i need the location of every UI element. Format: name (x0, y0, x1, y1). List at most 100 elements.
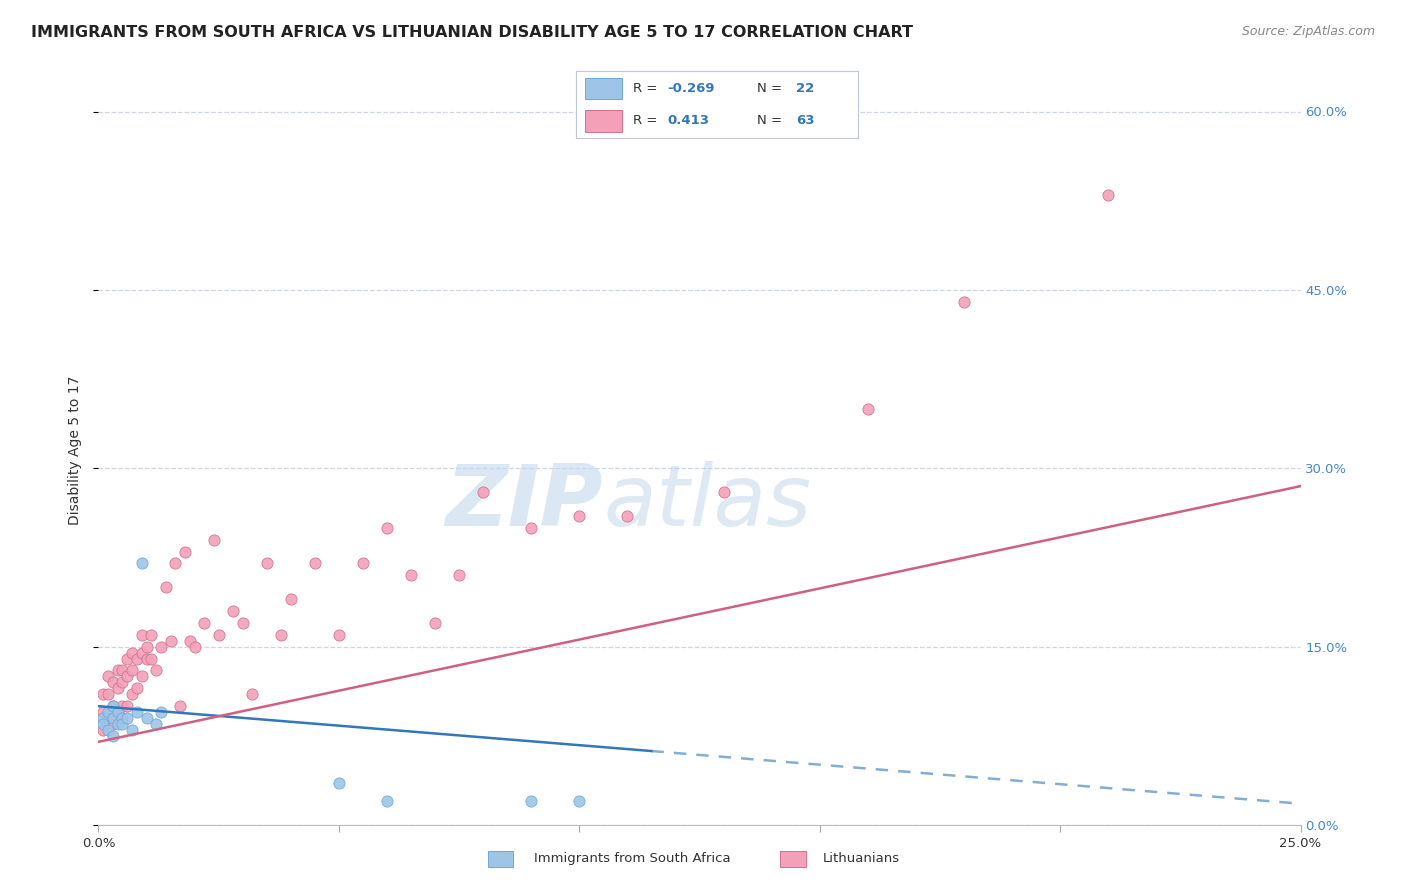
Point (141, 651, 163, 665)
Point (222, 604, 245, 618)
Point (111, 664, 134, 678)
Point (101, 699, 124, 714)
Text: R =: R = (633, 82, 662, 95)
Point (447, 568, 470, 582)
Text: 22: 22 (796, 82, 814, 95)
Point (174, 544, 197, 558)
Point (97, 705, 120, 719)
Point (149, 705, 172, 719)
Point (91, 711, 114, 725)
Point (131, 669, 153, 683)
Point (97, 723, 120, 737)
Point (232, 615, 254, 630)
Point (165, 557, 187, 571)
Point (141, 628, 163, 642)
Point (472, 485, 495, 500)
Point (107, 705, 129, 719)
Point (202, 533, 225, 547)
Point (97, 669, 120, 683)
Point (328, 628, 350, 642)
Text: IMMIGRANTS FROM SOUTH AFRICA VS LITHUANIAN DISABILITY AGE 5 TO 17 CORRELATION CH: IMMIGRANTS FROM SOUTH AFRICA VS LITHUANI… (31, 25, 912, 40)
Point (91, 705, 114, 719)
Point (193, 615, 215, 630)
Point (520, 794, 543, 808)
Point (256, 557, 278, 571)
Point (240, 687, 263, 701)
Text: Immigrants from South Africa: Immigrants from South Africa (534, 852, 731, 864)
Point (713, 485, 735, 500)
Point (117, 699, 139, 714)
Point (107, 664, 129, 678)
Text: 63: 63 (796, 114, 815, 128)
Bar (585, 110, 621, 131)
Point (135, 651, 157, 665)
Point (131, 557, 153, 571)
Point (145, 664, 167, 678)
Point (135, 640, 157, 654)
Text: N =: N = (756, 82, 786, 95)
Point (121, 723, 143, 737)
Point (125, 651, 148, 665)
Point (328, 776, 350, 790)
Point (97, 687, 120, 701)
Point (423, 615, 446, 630)
Point (131, 646, 153, 660)
Point (101, 699, 124, 714)
Point (149, 640, 172, 654)
Text: Source: ZipAtlas.com: Source: ZipAtlas.com (1241, 25, 1375, 38)
Point (111, 699, 134, 714)
Point (117, 651, 139, 665)
Point (111, 711, 134, 725)
Point (125, 705, 148, 719)
Point (91, 717, 114, 731)
Point (352, 557, 374, 571)
Y-axis label: Disability Age 5 to 17: Disability Age 5 to 17 (69, 376, 83, 525)
Point (856, 401, 879, 416)
Point (169, 699, 191, 714)
Point (107, 681, 129, 696)
Text: ZIP: ZIP (446, 461, 603, 544)
Point (270, 628, 292, 642)
Text: Lithuanians: Lithuanians (823, 852, 900, 864)
Point (155, 580, 177, 594)
Point (101, 675, 124, 690)
Point (280, 592, 302, 607)
Point (125, 681, 148, 696)
Point (107, 705, 129, 719)
Point (375, 794, 398, 808)
Point (101, 717, 124, 731)
Point (208, 628, 231, 642)
Point (117, 711, 139, 725)
Text: atlas: atlas (603, 461, 811, 544)
Text: N =: N = (756, 114, 786, 128)
Point (121, 664, 143, 678)
Point (111, 717, 134, 731)
Point (111, 675, 134, 690)
Point (1097, 187, 1119, 202)
Point (91, 723, 114, 737)
Point (953, 294, 976, 309)
Point (568, 508, 591, 523)
Point (145, 717, 167, 731)
Bar (585, 78, 621, 99)
Point (304, 557, 326, 571)
Point (101, 729, 124, 743)
Point (121, 687, 143, 701)
Point (131, 628, 153, 642)
Point (121, 646, 143, 660)
Text: 0.413: 0.413 (666, 114, 709, 128)
Point (159, 633, 181, 648)
Point (616, 508, 638, 523)
Point (91, 687, 114, 701)
Point (183, 640, 205, 654)
Point (107, 717, 129, 731)
Point (101, 711, 124, 725)
Point (135, 711, 157, 725)
Text: -0.269: -0.269 (666, 82, 714, 95)
Point (399, 568, 422, 582)
Point (520, 521, 543, 535)
Point (117, 669, 139, 683)
Point (568, 794, 591, 808)
Point (179, 633, 201, 648)
Point (97, 711, 120, 725)
